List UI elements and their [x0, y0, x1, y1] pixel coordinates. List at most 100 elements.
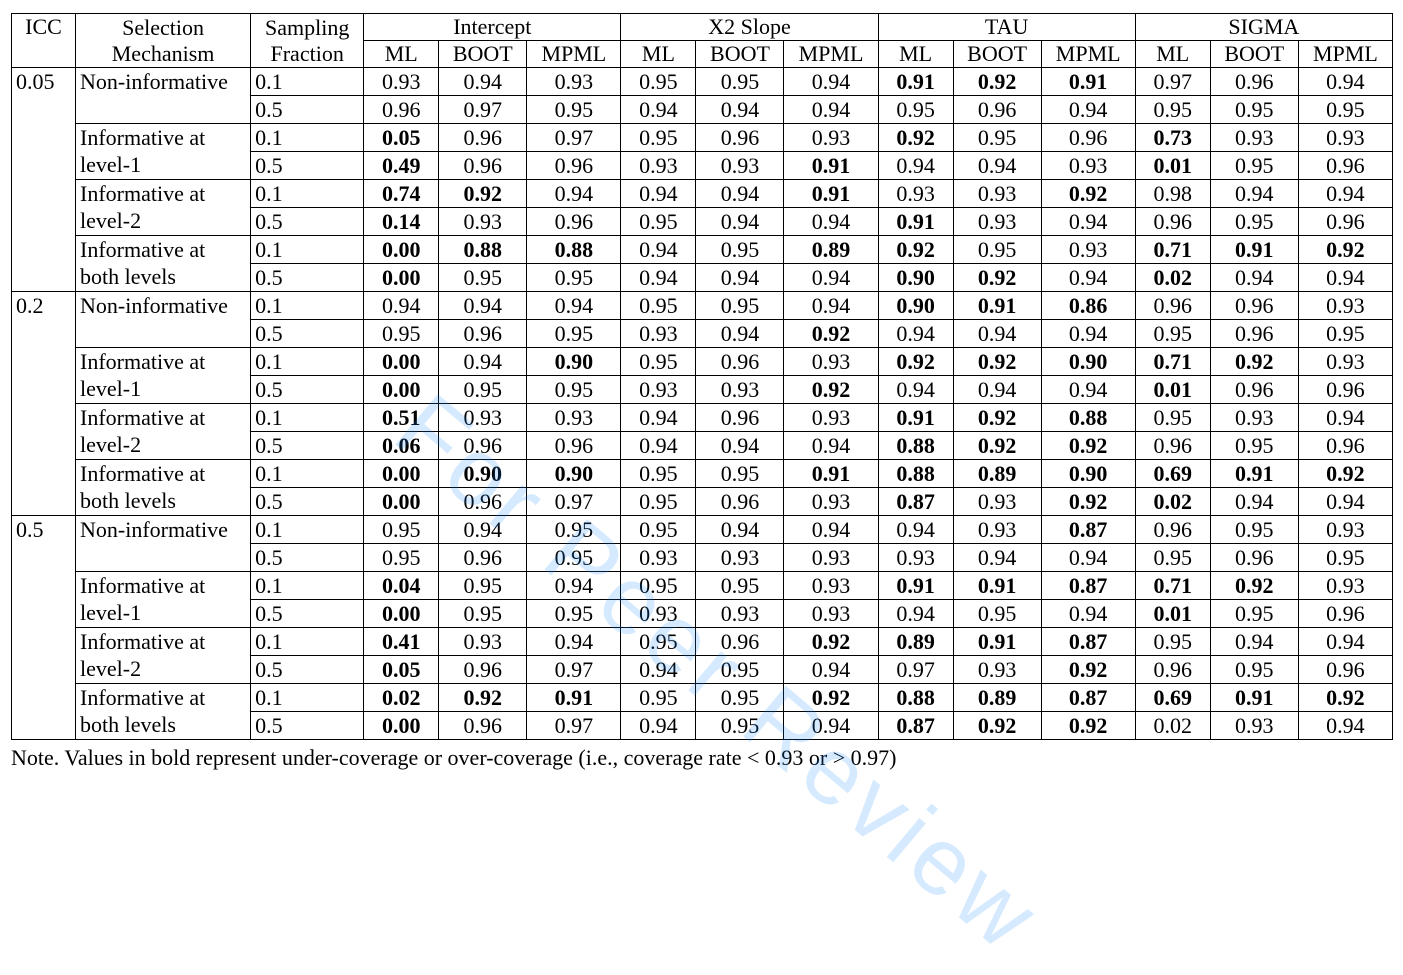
coverage-value-cell: 0.02 — [1134, 263, 1211, 292]
coverage-value-cell: 0.95 — [952, 599, 1042, 628]
bold-coverage-value: 0.92 — [896, 237, 935, 262]
sigma-header: SIGMA — [1134, 13, 1394, 41]
coverage-value-cell: 0.95 — [620, 207, 697, 236]
sampling-fraction-cell: 0.1 — [250, 123, 365, 152]
coverage-value-cell: 0.95 — [438, 571, 528, 600]
coverage-value-cell: 0.96 — [1134, 291, 1211, 320]
coverage-value-cell: 0.94 — [783, 95, 879, 124]
sampling-fraction-cell: 0.5 — [250, 95, 365, 124]
sampling-fraction-cell: 0.1 — [250, 403, 365, 432]
coverage-value-cell: 0.95 — [620, 627, 697, 656]
coverage-value-cell: 0.96 — [438, 151, 528, 180]
coverage-value-cell: 0.00 — [363, 347, 440, 376]
coverage-value-cell: 0.94 — [1297, 263, 1394, 292]
coverage-value-cell: 0.94 — [783, 67, 879, 96]
bold-coverage-value: 0.91 — [896, 69, 935, 94]
coverage-value-cell: 0.94 — [783, 655, 879, 684]
coverage-value-cell: 0.92 — [952, 403, 1042, 432]
coverage-value-cell: 0.95 — [620, 515, 697, 544]
coverage-value-cell: 0.88 — [438, 235, 528, 264]
coverage-value-cell: 0.94 — [1297, 487, 1394, 516]
coverage-value-cell: 0.94 — [952, 543, 1042, 572]
sampling-fraction-cell: 0.5 — [250, 207, 365, 236]
bold-coverage-value: 0.88 — [463, 237, 503, 262]
coverage-value-cell: 0.02 — [363, 683, 440, 712]
coverage-value-cell: 0.96 — [1134, 207, 1211, 236]
table-body: 0.05 Non-informative 0.1 0.93 0.94 0.93 0.95 0.… — [10, 67, 1394, 740]
coverage-value-cell: 0.73 — [1134, 123, 1211, 152]
coverage-value-cell: 0.91 — [783, 151, 879, 180]
coverage-value-cell: 0.04 — [363, 571, 440, 600]
bold-coverage-value: 0.41 — [381, 629, 421, 654]
coverage-value-cell: 0.94 — [1297, 627, 1394, 656]
coverage-value-cell: 0.96 — [1134, 431, 1211, 460]
bold-coverage-value: 0.92 — [1068, 433, 1108, 458]
coverage-value-cell: 0.94 — [438, 291, 528, 320]
coverage-value-cell: 0.94 — [438, 67, 528, 96]
coverage-value-cell: 0.95 — [526, 95, 622, 124]
coverage-value-cell: 0.93 — [620, 319, 697, 348]
coverage-value-cell: 0.93 — [952, 179, 1042, 208]
coverage-value-cell: 0.96 — [438, 655, 528, 684]
bold-coverage-value: 0.92 — [1326, 237, 1365, 262]
coverage-value-cell: 0.92 — [1209, 571, 1299, 600]
selection-mechanism-cell: Non-informative — [75, 291, 252, 348]
coverage-value-cell: 0.96 — [695, 403, 785, 432]
coverage-value-cell: 0.93 — [1209, 711, 1299, 740]
coverage-value-cell: 0.94 — [695, 179, 785, 208]
bold-coverage-value: 0.02 — [1153, 265, 1192, 290]
coverage-value-cell: 0.96 — [526, 151, 622, 180]
coverage-value-cell: 0.71 — [1134, 571, 1211, 600]
table-row: Informative at level-1 0.1 0.00 0.94 0.90 0.9… — [12, 347, 1394, 404]
bold-coverage-value: 0.92 — [896, 125, 935, 150]
coverage-value-cell: 0.86 — [1040, 291, 1136, 320]
coverage-value-cell: 0.87 — [1040, 627, 1136, 656]
x2-slope-header: X2 Slope — [620, 13, 879, 41]
sampling-fraction-cell: 0.1 — [250, 179, 365, 208]
table-row: 0.5 0.00 0.95 0.95 0.93 0.93 0.92 0.94 0.94 0.94 0… — [12, 375, 1394, 404]
bold-coverage-value: 0.00 — [381, 601, 421, 626]
coverage-value-cell: 0.97 — [526, 487, 622, 516]
coverage-value-cell: 0.96 — [438, 487, 528, 516]
coverage-value-cell: 0.94 — [783, 711, 879, 740]
table-row: Informative at level-2 0.1 0.41 0.93 0.94 0.9… — [12, 627, 1394, 684]
sampling-fraction-cell: 0.5 — [250, 711, 365, 740]
coverage-value-cell: 0.94 — [620, 431, 697, 460]
bold-coverage-value: 0.92 — [811, 629, 851, 654]
bold-coverage-value: 0.87 — [896, 713, 935, 738]
coverage-value-cell: 0.96 — [1297, 375, 1394, 404]
coverage-value-cell: 0.92 — [952, 347, 1042, 376]
table-row: 0.5 0.05 0.96 0.97 0.94 0.95 0.94 0.97 0.93 0.92 0… — [12, 655, 1394, 684]
coverage-value-cell: 0.95 — [620, 459, 697, 488]
coverage-value-cell: 0.93 — [620, 151, 697, 180]
sampling-fraction-cell: 0.5 — [250, 263, 365, 292]
coverage-value-cell: 0.94 — [877, 151, 954, 180]
coverage-value-cell: 0.94 — [695, 95, 785, 124]
coverage-value-cell: 0.95 — [1209, 95, 1299, 124]
bold-coverage-value: 0.92 — [896, 349, 935, 374]
bold-coverage-value: 0.91 — [1235, 237, 1274, 262]
coverage-value-cell: 0.93 — [438, 627, 528, 656]
coverage-value-cell: 0.90 — [877, 263, 954, 292]
bold-coverage-value: 0.92 — [1068, 181, 1108, 206]
table-row: 0.05 Non-informative 0.1 0.93 0.94 0.93 0.95 0.… — [10, 67, 1394, 292]
coverage-value-cell: 0.96 — [438, 319, 528, 348]
bold-coverage-value: 0.00 — [381, 489, 421, 514]
coverage-value-cell: 0.91 — [877, 403, 954, 432]
coverage-value-cell: 0.95 — [363, 543, 440, 572]
bold-coverage-value: 0.90 — [554, 461, 594, 486]
method-header: ML — [620, 40, 697, 68]
coverage-value-cell: 0.88 — [877, 683, 954, 712]
coverage-value-cell: 0.88 — [1040, 403, 1136, 432]
coverage-value-cell: 0.41 — [363, 627, 440, 656]
method-header: BOOT — [438, 40, 528, 68]
coverage-value-cell: 0.95 — [877, 95, 954, 124]
coverage-value-cell: 0.87 — [1040, 683, 1136, 712]
method-header: BOOT — [695, 40, 785, 68]
coverage-value-cell: 0.96 — [1134, 515, 1211, 544]
coverage-value-cell: 0.94 — [783, 515, 879, 544]
coverage-value-cell: 0.02 — [1134, 487, 1211, 516]
coverage-value-cell: 0.51 — [363, 403, 440, 432]
sampling-fraction-cell: 0.1 — [250, 347, 365, 376]
coverage-value-cell: 0.96 — [526, 207, 622, 236]
